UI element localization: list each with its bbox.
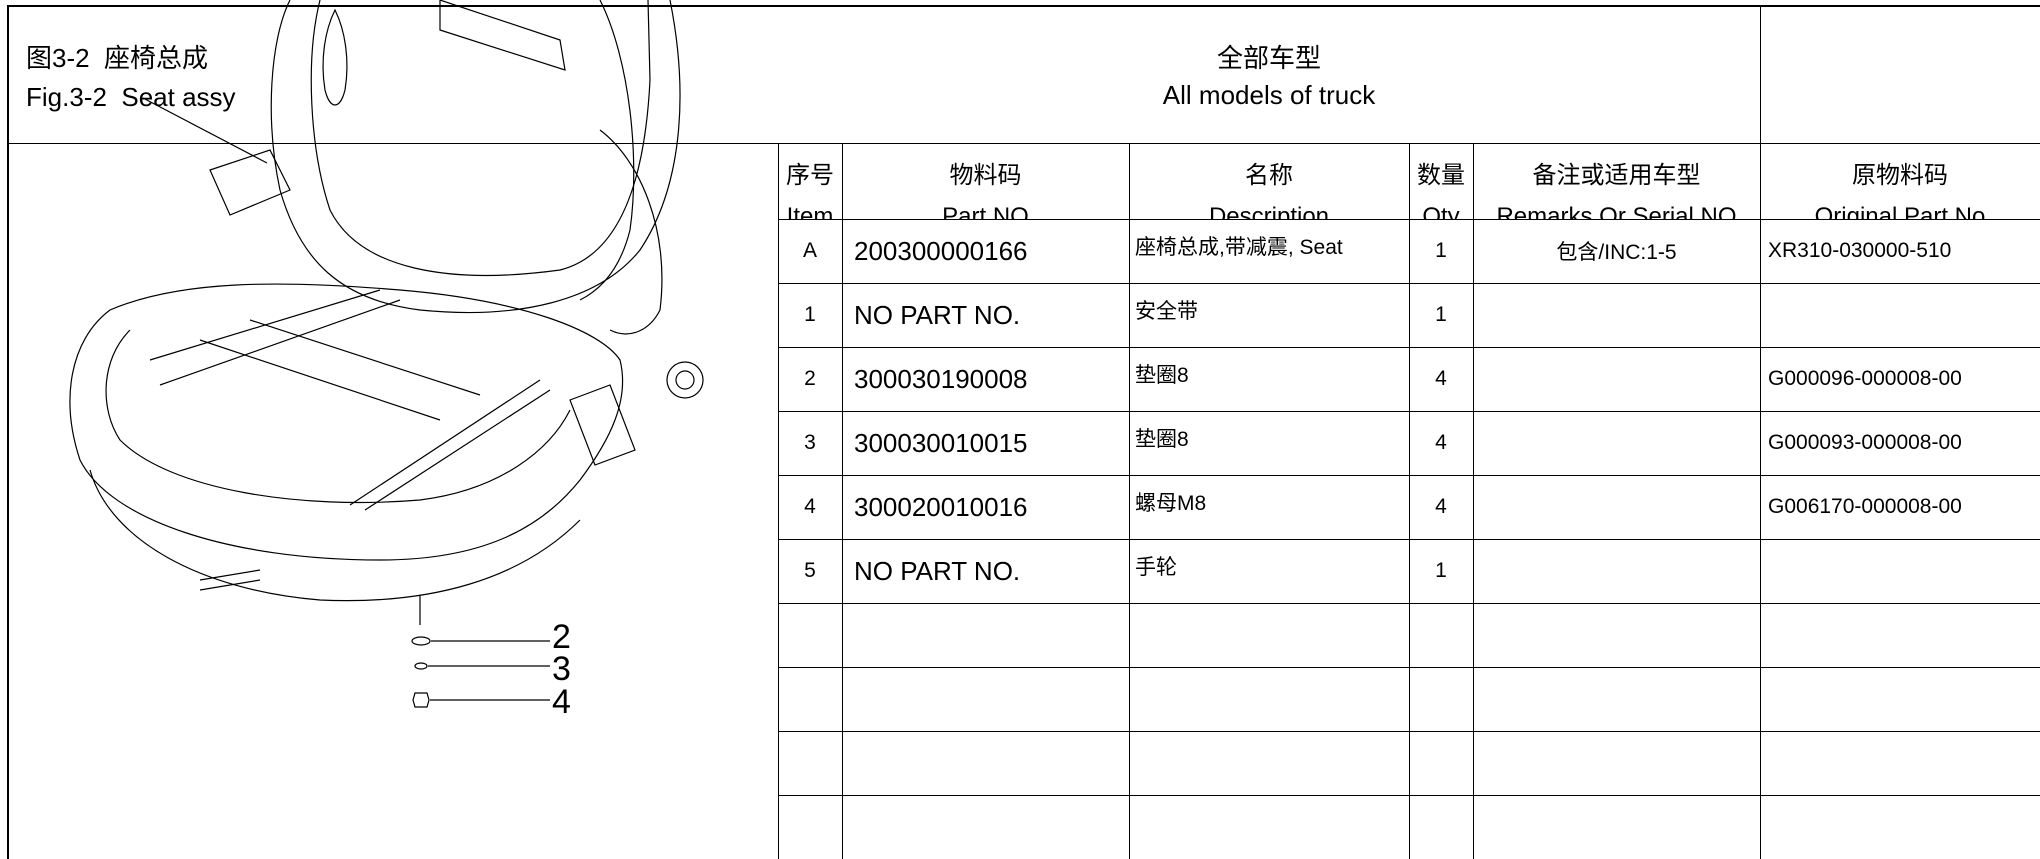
figure-title-en: Fig.3-2 Seat assy — [26, 82, 236, 112]
callout-leaders — [428, 640, 550, 701]
table-cell: 垫圈8 — [1135, 364, 1189, 387]
column-header: 物料码 Part NO — [842, 143, 1129, 219]
column-header: 序号 Item — [778, 143, 842, 219]
column-header: 原物料码 Original Part No — [1760, 143, 2040, 219]
table-cell: 座椅总成,带减震, Seat — [1135, 236, 1343, 259]
hand-wheel — [666, 361, 704, 399]
table-cell: A — [802, 239, 817, 262]
header-divider — [8, 143, 2040, 144]
backrest-seam — [579, 0, 635, 301]
row-line — [778, 603, 2040, 604]
table-cell: 4 — [1435, 367, 1447, 390]
table-cell: G000096-000008-00 — [1768, 367, 1962, 390]
backrest-inner — [310, 0, 651, 277]
table-cell: 200300000166 — [854, 235, 1028, 266]
border-top — [7, 5, 2040, 7]
column-header-en: Qty — [1422, 203, 1460, 219]
table-cell: 4 — [1435, 431, 1447, 454]
table-cell: 垫圈8 — [1135, 428, 1189, 451]
column-line — [842, 143, 843, 859]
table-cell: 4 — [804, 495, 816, 518]
column-header: 备注或适用车型 Remarks Or Serial NO — [1473, 143, 1760, 219]
hand-wheel-hub — [675, 370, 695, 390]
side-bolster — [599, 129, 663, 335]
table-cell: 螺母M8 — [1135, 492, 1207, 515]
column-header-en: Original Part No — [1814, 203, 1986, 219]
row-line — [778, 411, 2040, 412]
table-cell: 4 — [1435, 495, 1447, 518]
table-cell: 300020010016 — [854, 491, 1028, 522]
table-cell: 1 — [1435, 303, 1447, 326]
column-header-cn: 原物料码 — [1852, 162, 1948, 189]
headrest-slot — [322, 8, 348, 106]
column-header-en: Remarks Or Serial NO — [1496, 203, 1737, 219]
cushion-outline — [69, 283, 624, 561]
seat-belt-buckle — [209, 149, 291, 216]
table-cell: 1 — [804, 303, 816, 326]
cushion-bolster-left — [149, 289, 401, 386]
column-line — [778, 143, 779, 859]
adjust-lever — [199, 569, 261, 591]
column-line — [1473, 143, 1474, 859]
table-cell: 3 — [804, 431, 816, 454]
column-header-cn: 数量 — [1417, 162, 1465, 189]
leader-line — [142, 97, 268, 164]
nut-4 — [412, 692, 430, 708]
column-header: 名称 Description — [1129, 143, 1409, 219]
table-cell: 300030010015 — [854, 427, 1028, 458]
row-line — [778, 731, 2040, 732]
washer-2 — [411, 636, 431, 646]
header-column-divider — [1760, 6, 1761, 143]
table-cell: 包含/INC:1-5 — [1556, 241, 1677, 264]
callout-label: 4 — [552, 683, 571, 721]
cushion-inner — [105, 329, 571, 504]
callout-label: 2 — [552, 618, 571, 656]
table-cell: NO PART NO. — [854, 299, 1021, 330]
column-header-en: Part NO — [942, 203, 1029, 219]
cushion-bolster-right — [349, 379, 551, 511]
table-cell: XR310-030000-510 — [1768, 239, 1952, 262]
row-line — [778, 667, 2040, 668]
models-en: All models of truck — [1162, 80, 1376, 110]
column-header-cn: 物料码 — [949, 162, 1022, 189]
column-line — [1760, 143, 1761, 859]
row-line — [778, 283, 2040, 284]
table-cell: G000093-000008-00 — [1768, 431, 1962, 454]
table-cell: 1 — [1435, 239, 1447, 262]
callout-label: 3 — [552, 650, 571, 688]
seat-belt-retractor — [569, 384, 636, 466]
logo-plate — [439, 0, 566, 71]
row-line — [778, 347, 2040, 348]
table-cell: 安全带 — [1135, 300, 1198, 323]
table-cell: 1 — [1435, 559, 1447, 582]
figure-title-cn: 图3-2 座椅总成 — [26, 43, 209, 73]
cushion-base — [89, 469, 581, 602]
table-cell: 2 — [804, 367, 816, 390]
column-header-cn: 序号 — [786, 162, 834, 189]
row-line — [778, 795, 2040, 796]
column-header-en: Description — [1208, 203, 1330, 219]
row-line — [778, 539, 2040, 540]
column-line — [1129, 143, 1130, 859]
cushion-seam — [199, 319, 481, 421]
models-cn: 全部车型 — [1216, 43, 1321, 73]
table-cell: 300030190008 — [854, 363, 1028, 394]
column-header-en: Item — [786, 203, 834, 219]
column-line — [1409, 143, 1410, 859]
row-line — [778, 475, 2040, 476]
table-cell: 5 — [804, 559, 816, 582]
backrest-outline — [270, 0, 681, 314]
row-line — [778, 219, 2040, 220]
table-cell: 手轮 — [1135, 556, 1177, 579]
washer-3 — [414, 662, 428, 670]
table-cell: NO PART NO. — [854, 555, 1021, 586]
border-left — [7, 5, 9, 859]
table-cell: G006170-000008-00 — [1768, 495, 1962, 518]
column-header-cn: 名称 — [1245, 162, 1293, 189]
column-header-cn: 备注或适用车型 — [1532, 162, 1701, 189]
column-header: 数量 Qty — [1409, 143, 1473, 219]
seat-illustration — [69, 0, 704, 708]
